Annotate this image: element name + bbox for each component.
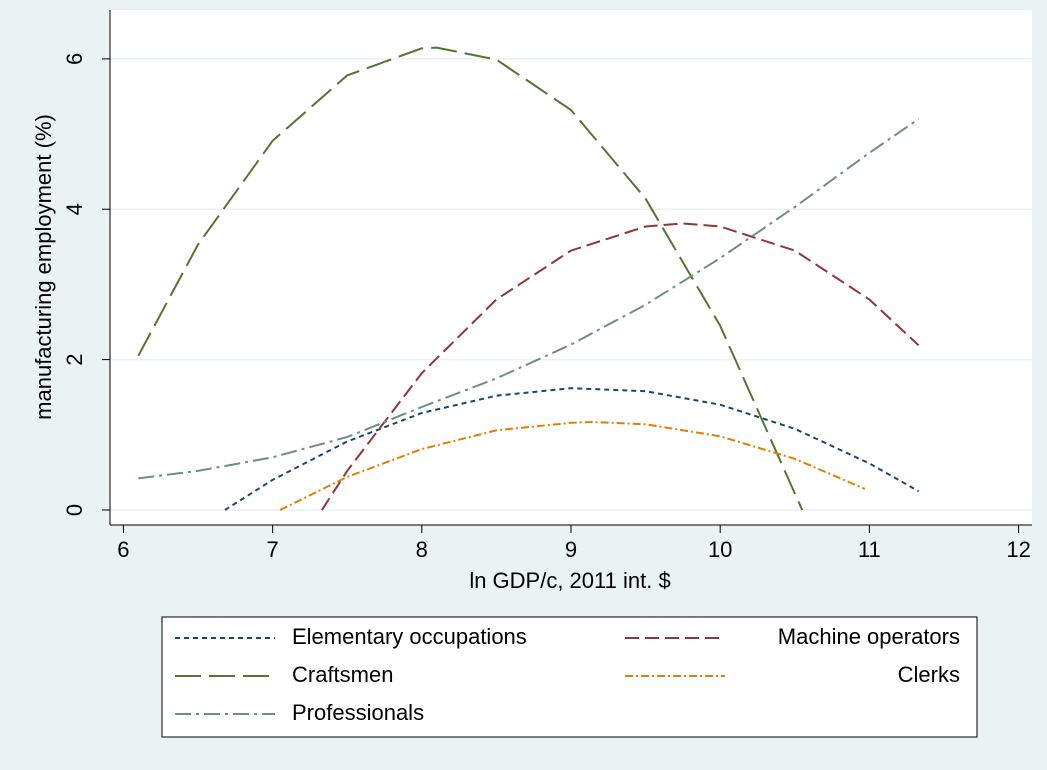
x-tick-label: 12 — [1006, 537, 1030, 562]
plot-area — [110, 10, 1032, 525]
y-tick-label: 6 — [62, 53, 87, 65]
x-tick-label: 7 — [266, 537, 278, 562]
legend-label: Craftsmen — [292, 662, 393, 687]
y-tick-label: 4 — [62, 203, 87, 215]
x-axis-label: ln GDP/c, 2011 int. $ — [469, 568, 670, 593]
x-tick-label: 9 — [565, 537, 577, 562]
x-tick-label: 6 — [117, 537, 129, 562]
x-tick-label: 8 — [416, 537, 428, 562]
legend-box — [161, 616, 978, 738]
series-line — [321, 222, 920, 511]
legend-label: Clerks — [898, 662, 960, 687]
y-tick-label: 0 — [62, 504, 87, 516]
y-axis-label: manufacturing employment (%) — [31, 114, 56, 420]
series-line — [279, 420, 866, 511]
x-tick-label: 11 — [858, 537, 881, 562]
legend-label: Elementary occupations — [292, 624, 527, 649]
legend-label: Professionals — [292, 700, 424, 725]
y-tick-label: 2 — [62, 353, 87, 365]
legend-label: Machine operators — [778, 624, 960, 649]
series-line — [137, 46, 804, 511]
x-tick-label: 10 — [708, 537, 732, 562]
series-line — [138, 118, 920, 480]
series-line — [224, 387, 920, 511]
